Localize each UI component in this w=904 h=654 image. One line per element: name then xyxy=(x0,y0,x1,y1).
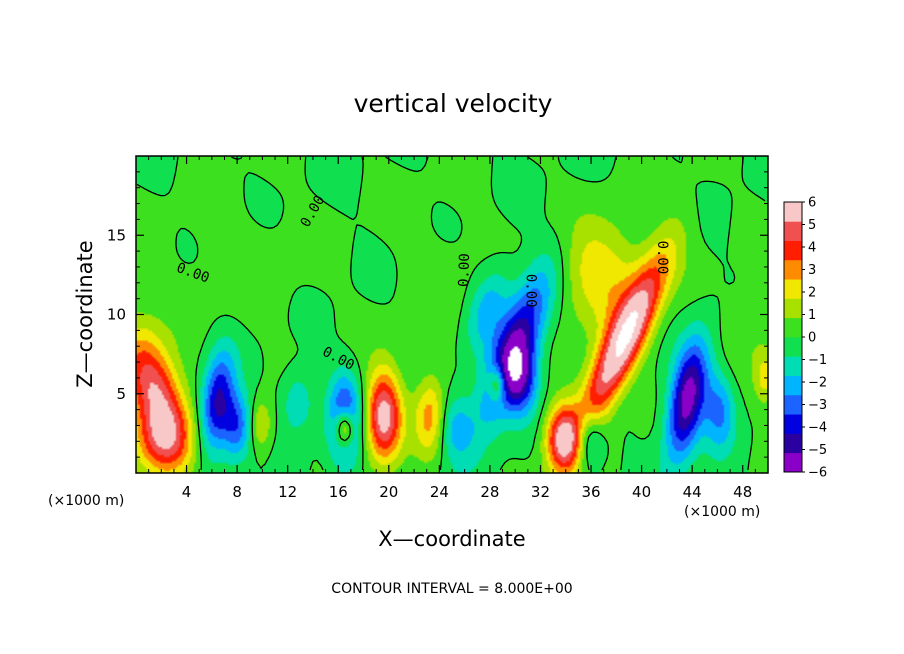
colorbar-swatch xyxy=(784,317,802,338)
x-axis-ticks: 4 8 12 16 20 24 28 32 36 40 44 48 xyxy=(148,156,756,501)
x-tick-label: 40 xyxy=(632,483,651,501)
colorbar-swatch xyxy=(784,202,802,222)
colorbar-tick-label: −4 xyxy=(808,421,827,436)
x-tick-label: 36 xyxy=(581,483,600,501)
colorbar-tick-label: −1 xyxy=(808,353,827,368)
colorbar-tick-label: −3 xyxy=(808,398,827,413)
colorbar-tick-label: −2 xyxy=(808,376,827,391)
colorbar-tick-label: 6 xyxy=(808,196,816,211)
chart-title: vertical velocity xyxy=(354,89,553,118)
colorbar-swatch xyxy=(784,394,802,415)
colorbar-tick-label: 5 xyxy=(808,218,816,233)
contour-label: 0.00 xyxy=(456,253,473,287)
colorbar-tick-label: 3 xyxy=(808,263,816,278)
colorbar-tick-label: −6 xyxy=(808,466,827,481)
colorbar-swatch xyxy=(784,414,802,434)
contour-label: 0.00 xyxy=(654,241,670,275)
x-tick-label: 20 xyxy=(379,483,398,501)
velocity-field xyxy=(136,156,768,473)
contour-interval-note: CONTOUR INTERVAL = 8.000E+00 xyxy=(331,581,572,597)
x-tick-label: 32 xyxy=(531,483,550,501)
y-axis-label: Z—coordinate xyxy=(73,240,97,387)
x-axis-label: X—coordinate xyxy=(378,527,525,551)
contour-lines xyxy=(136,156,766,471)
colorbar-swatch xyxy=(784,375,802,396)
x-tick-label: 16 xyxy=(329,483,348,501)
x-tick-label: 12 xyxy=(278,483,297,501)
colorbar-swatch xyxy=(784,452,802,473)
colorbar-tick-label: 4 xyxy=(808,241,816,256)
colorbar-swatch xyxy=(784,433,802,454)
colorbar-swatch xyxy=(784,298,802,319)
colorbar-swatch xyxy=(784,221,802,241)
colorbar-swatch xyxy=(784,356,802,376)
colorbar-tick-label: 1 xyxy=(808,308,816,323)
x-tick-label: 8 xyxy=(232,483,242,501)
colorbar-swatch xyxy=(784,279,802,299)
y-axis-ticks: 5 10 15 xyxy=(107,171,768,458)
x-tick-label: 24 xyxy=(430,483,449,501)
colorbar-tick-label: 2 xyxy=(808,286,816,301)
x-tick-label: 44 xyxy=(683,483,702,501)
contour-label: 0.00 xyxy=(522,274,538,308)
x-unit-left: (×1000 m) xyxy=(48,493,124,509)
colorbar-swatch xyxy=(784,240,802,261)
y-tick-label: 5 xyxy=(116,385,126,403)
x-unit-right: (×1000 m) xyxy=(684,504,760,520)
x-tick-label: 28 xyxy=(480,483,499,501)
x-tick-label: 4 xyxy=(182,483,192,501)
colorbar: 6 5 4 3 2 1 0 −1 −2 −3 −4 −5 −6 xyxy=(783,196,827,481)
x-tick-label: 48 xyxy=(733,483,752,501)
colorbar-tick-label: 0 xyxy=(808,331,816,346)
colorbar-swatch xyxy=(784,337,802,357)
contour-zero xyxy=(136,156,766,471)
y-tick-label: 15 xyxy=(107,226,126,244)
colorbar-swatch xyxy=(784,259,802,280)
y-tick-label: 10 xyxy=(107,306,126,324)
colorbar-tick-label: −5 xyxy=(808,443,827,458)
